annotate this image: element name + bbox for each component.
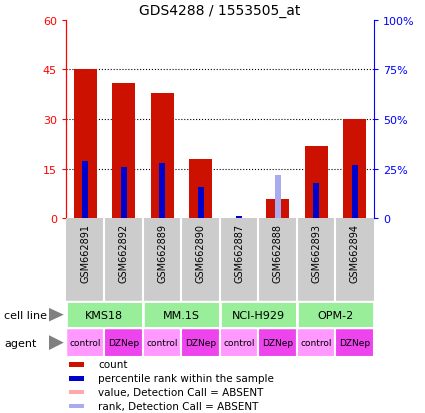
Text: GSM662891: GSM662891 xyxy=(80,223,90,282)
Text: control: control xyxy=(224,338,255,347)
Bar xyxy=(258,328,297,357)
Bar xyxy=(305,146,328,219)
Text: control: control xyxy=(300,338,332,347)
Text: DZNep: DZNep xyxy=(185,338,216,347)
Text: percentile rank within the sample: percentile rank within the sample xyxy=(98,373,274,383)
Bar xyxy=(143,328,181,357)
Bar xyxy=(220,301,297,328)
Title: GDS4288 / 1553505_at: GDS4288 / 1553505_at xyxy=(139,4,300,18)
Bar xyxy=(143,301,220,328)
Bar xyxy=(343,120,366,219)
Bar xyxy=(335,328,374,357)
Bar xyxy=(69,404,84,408)
Text: GSM662892: GSM662892 xyxy=(119,223,129,282)
Bar xyxy=(313,183,319,219)
Text: GSM662888: GSM662888 xyxy=(273,223,283,282)
Bar xyxy=(297,328,335,357)
Text: DZNep: DZNep xyxy=(108,338,139,347)
Text: DZNep: DZNep xyxy=(339,338,370,347)
Text: GSM662889: GSM662889 xyxy=(157,223,167,282)
Bar xyxy=(121,167,127,219)
Bar xyxy=(220,328,258,357)
Text: GSM662890: GSM662890 xyxy=(196,223,206,282)
Bar xyxy=(266,199,289,219)
Bar xyxy=(69,389,84,394)
Bar xyxy=(159,164,165,219)
Text: value, Detection Call = ABSENT: value, Detection Call = ABSENT xyxy=(98,387,264,397)
Bar xyxy=(66,301,143,328)
Bar xyxy=(297,301,374,328)
Bar xyxy=(189,159,212,219)
Text: control: control xyxy=(69,338,101,347)
Text: control: control xyxy=(147,338,178,347)
Polygon shape xyxy=(49,335,64,350)
Bar xyxy=(181,328,220,357)
Text: KMS18: KMS18 xyxy=(85,310,123,320)
Text: rank, Detection Call = ABSENT: rank, Detection Call = ABSENT xyxy=(98,401,258,411)
Bar xyxy=(352,165,357,219)
Text: MM.1S: MM.1S xyxy=(163,310,200,320)
Text: OPM-2: OPM-2 xyxy=(317,310,354,320)
Bar xyxy=(82,161,88,219)
Bar xyxy=(150,93,174,219)
Text: GSM662893: GSM662893 xyxy=(311,223,321,282)
Text: count: count xyxy=(98,359,128,369)
Text: cell line: cell line xyxy=(4,310,47,320)
Bar xyxy=(275,175,280,219)
Bar xyxy=(236,217,242,219)
Bar xyxy=(105,328,143,357)
Bar xyxy=(74,70,96,219)
Bar xyxy=(112,83,135,219)
Text: NCI-H929: NCI-H929 xyxy=(232,310,285,320)
Polygon shape xyxy=(49,308,64,322)
Bar xyxy=(69,362,84,367)
Text: GSM662894: GSM662894 xyxy=(350,223,360,282)
Text: GSM662887: GSM662887 xyxy=(234,223,244,282)
Bar xyxy=(198,187,204,219)
Text: DZNep: DZNep xyxy=(262,338,293,347)
Bar xyxy=(66,328,105,357)
Bar xyxy=(69,376,84,381)
Text: agent: agent xyxy=(4,338,37,348)
